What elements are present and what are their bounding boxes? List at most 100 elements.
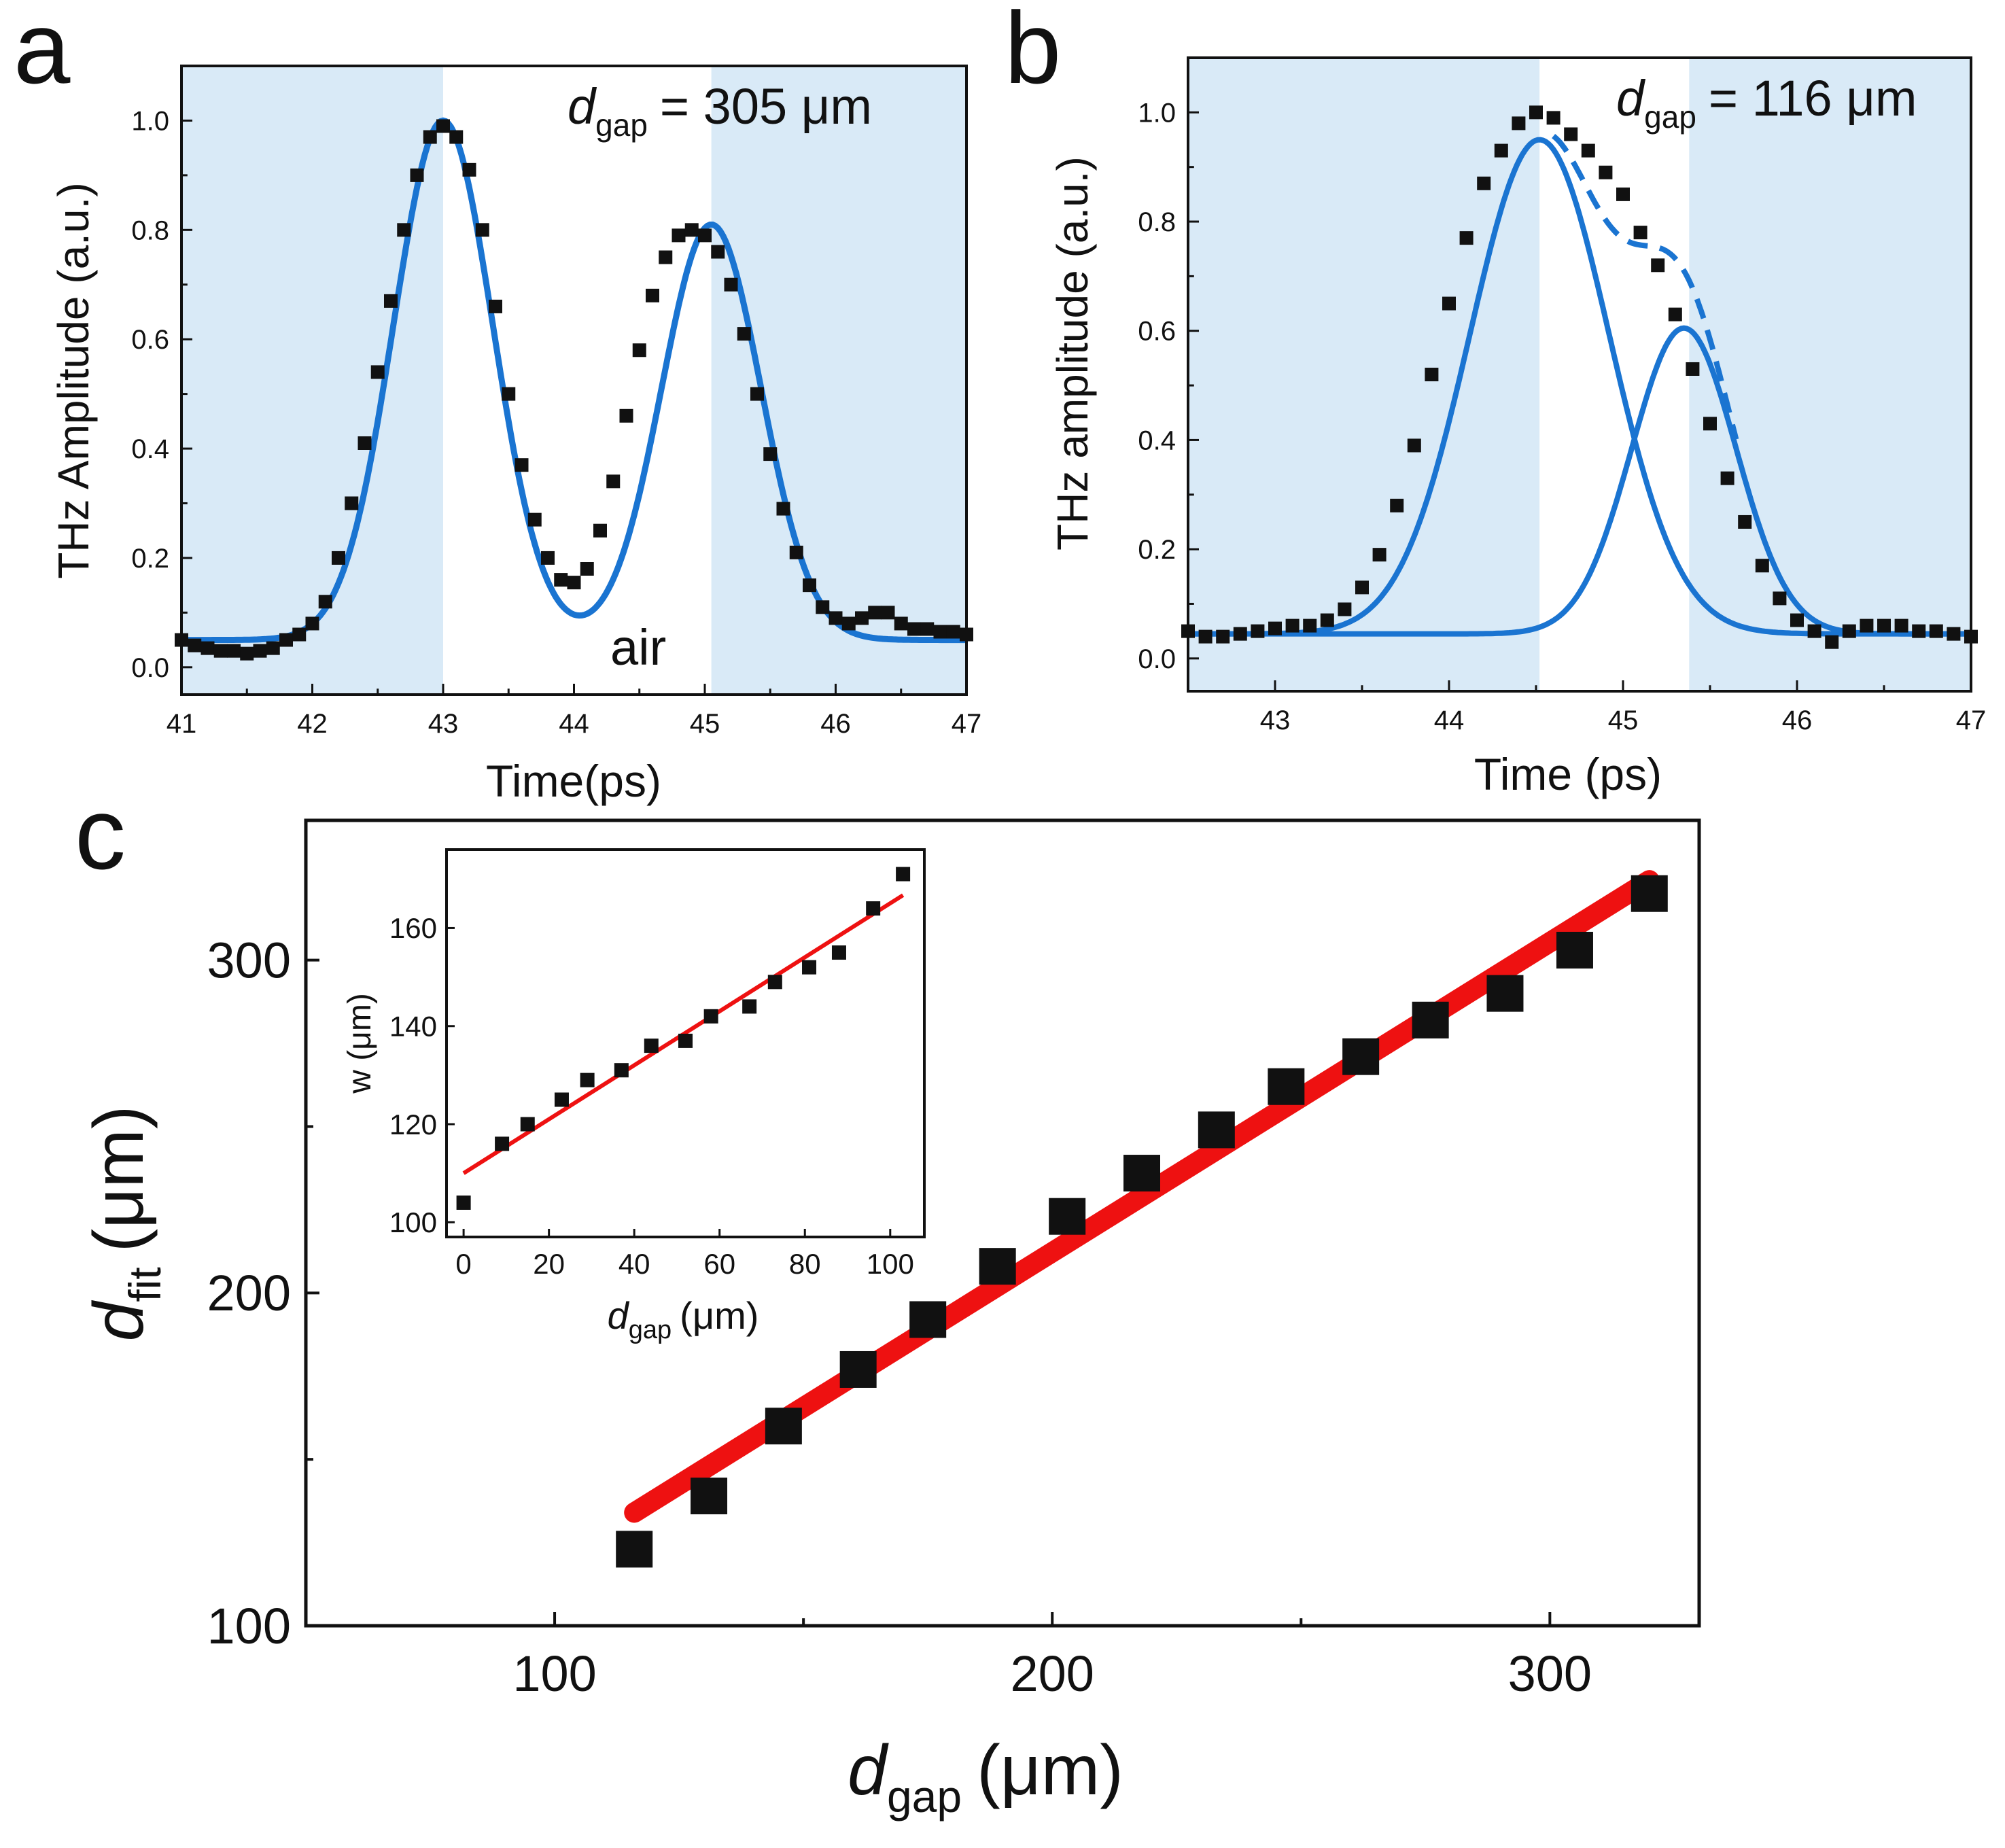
panel-a-y-ticks: 0.0 0.2 0.4 0.6 0.8 1.0 <box>131 106 192 683</box>
inset-x-axis-symbol: d <box>608 1294 630 1337</box>
panel-c-y-axis-symbol: d <box>80 1300 158 1342</box>
data-marker <box>1633 226 1647 240</box>
data-marker <box>345 496 359 510</box>
x-tick-label: 42 <box>297 709 328 739</box>
data-marker <box>1477 176 1491 190</box>
data-point <box>1486 975 1524 1012</box>
data-point <box>456 1195 471 1210</box>
data-marker <box>1407 438 1421 453</box>
x-tick-label: 0 <box>455 1248 471 1280</box>
data-marker <box>580 562 594 576</box>
fit-component-line <box>1188 137 1971 637</box>
y-tick-label: 160 <box>389 912 437 944</box>
data-marker <box>1390 498 1404 512</box>
data-marker <box>1651 258 1665 273</box>
inset-frame <box>445 848 926 1238</box>
data-marker <box>829 611 843 625</box>
data-marker <box>358 436 372 450</box>
shaded-region <box>181 66 443 695</box>
x-tick-label: 100 <box>512 1645 596 1702</box>
y-tick-label: 0.4 <box>1138 425 1176 455</box>
data-marker <box>1198 629 1213 644</box>
data-marker <box>1860 618 1874 633</box>
inset-x-axis-unit: (μm) <box>680 1294 759 1337</box>
data-marker <box>527 512 542 527</box>
data-marker <box>423 130 437 144</box>
data-marker <box>1894 618 1908 633</box>
panel-b-markers <box>1181 105 1978 649</box>
panel-b-chart: 43 44 45 46 47 0.0 0.2 0.4 0.6 0.8 1.0 b dgap = 11… <box>1005 0 1986 799</box>
panel-a-shaded-regions <box>181 66 966 695</box>
data-marker <box>305 616 319 631</box>
panel-a-y-axis-label: THz Amplitude (a.u.) <box>49 182 98 578</box>
data-marker <box>1703 417 1717 431</box>
data-point <box>1631 875 1668 912</box>
data-marker <box>213 644 228 658</box>
data-marker <box>475 223 489 237</box>
panel-a-x-axis-label: Time(ps) <box>486 756 661 806</box>
data-point <box>896 867 911 882</box>
y-tick-label: 0.8 <box>1138 207 1176 237</box>
data-point <box>580 1073 595 1087</box>
panel-c-x-axis-label: dgap (μm) <box>848 1731 1123 1821</box>
inset-x-axis-subscript: gap <box>629 1316 672 1344</box>
data-marker <box>672 228 686 243</box>
inset-x-ticks: 0 20 40 60 80 100 <box>455 1229 914 1280</box>
panel-c-y-axis-unit: (μm) <box>80 1105 158 1252</box>
data-marker <box>855 611 869 625</box>
data-marker <box>841 616 856 631</box>
data-point <box>1556 931 1593 969</box>
data-marker <box>1251 624 1265 638</box>
data-point <box>644 1039 659 1053</box>
x-tick-label: 47 <box>952 709 982 739</box>
data-marker <box>1929 624 1943 638</box>
panel-b-label: b <box>1005 0 1061 105</box>
panel-c-fit-line <box>624 870 1660 1523</box>
data-marker <box>1825 635 1839 649</box>
panel-b-x-axis-label: Time (ps) <box>1474 749 1662 799</box>
data-marker <box>1842 624 1856 638</box>
data-marker <box>816 600 830 614</box>
panel-b-annotation-value: = 116 μm <box>1709 70 1917 126</box>
data-marker <box>684 223 699 237</box>
panel-a-annotation-subscript: gap <box>595 107 648 143</box>
data-marker <box>1773 591 1787 606</box>
data-marker <box>384 294 398 308</box>
data-marker <box>436 119 450 133</box>
data-point <box>1412 1001 1449 1039</box>
panel-b-y-axis-label: THz amplitude (a.u.) <box>1048 156 1097 551</box>
inset-x-axis-label: dgap (μm) <box>608 1294 759 1344</box>
data-marker <box>541 551 555 565</box>
panel-c-x-axis-unit: (μm) <box>977 1731 1123 1810</box>
shaded-region <box>1188 58 1540 691</box>
data-point <box>909 1301 947 1338</box>
data-marker <box>397 223 411 237</box>
y-tick-label: 0.4 <box>131 434 169 464</box>
panel-b-x-ticks: 43 44 45 46 47 <box>1260 680 1987 735</box>
data-marker <box>227 644 241 658</box>
data-marker <box>920 622 935 636</box>
inset-points <box>456 867 911 1210</box>
data-marker <box>1372 548 1387 562</box>
data-marker <box>318 595 332 609</box>
data-marker <box>659 250 673 264</box>
data-marker <box>1303 618 1317 633</box>
data-marker <box>750 387 764 401</box>
data-point <box>802 960 817 975</box>
x-tick-label: 80 <box>789 1248 821 1280</box>
data-marker <box>1912 624 1926 638</box>
data-marker <box>803 578 816 593</box>
x-tick-label: 47 <box>1956 705 1987 735</box>
data-marker <box>188 638 202 652</box>
data-marker <box>1564 127 1578 141</box>
x-tick-label: 44 <box>559 709 589 739</box>
y-tick-label: 0.0 <box>1138 644 1176 674</box>
data-marker <box>1616 187 1630 201</box>
x-tick-label: 45 <box>1608 705 1639 735</box>
data-marker <box>1738 515 1752 529</box>
data-marker <box>1686 362 1700 376</box>
y-tick-label: 1.0 <box>1138 98 1176 128</box>
data-point <box>616 1531 653 1568</box>
